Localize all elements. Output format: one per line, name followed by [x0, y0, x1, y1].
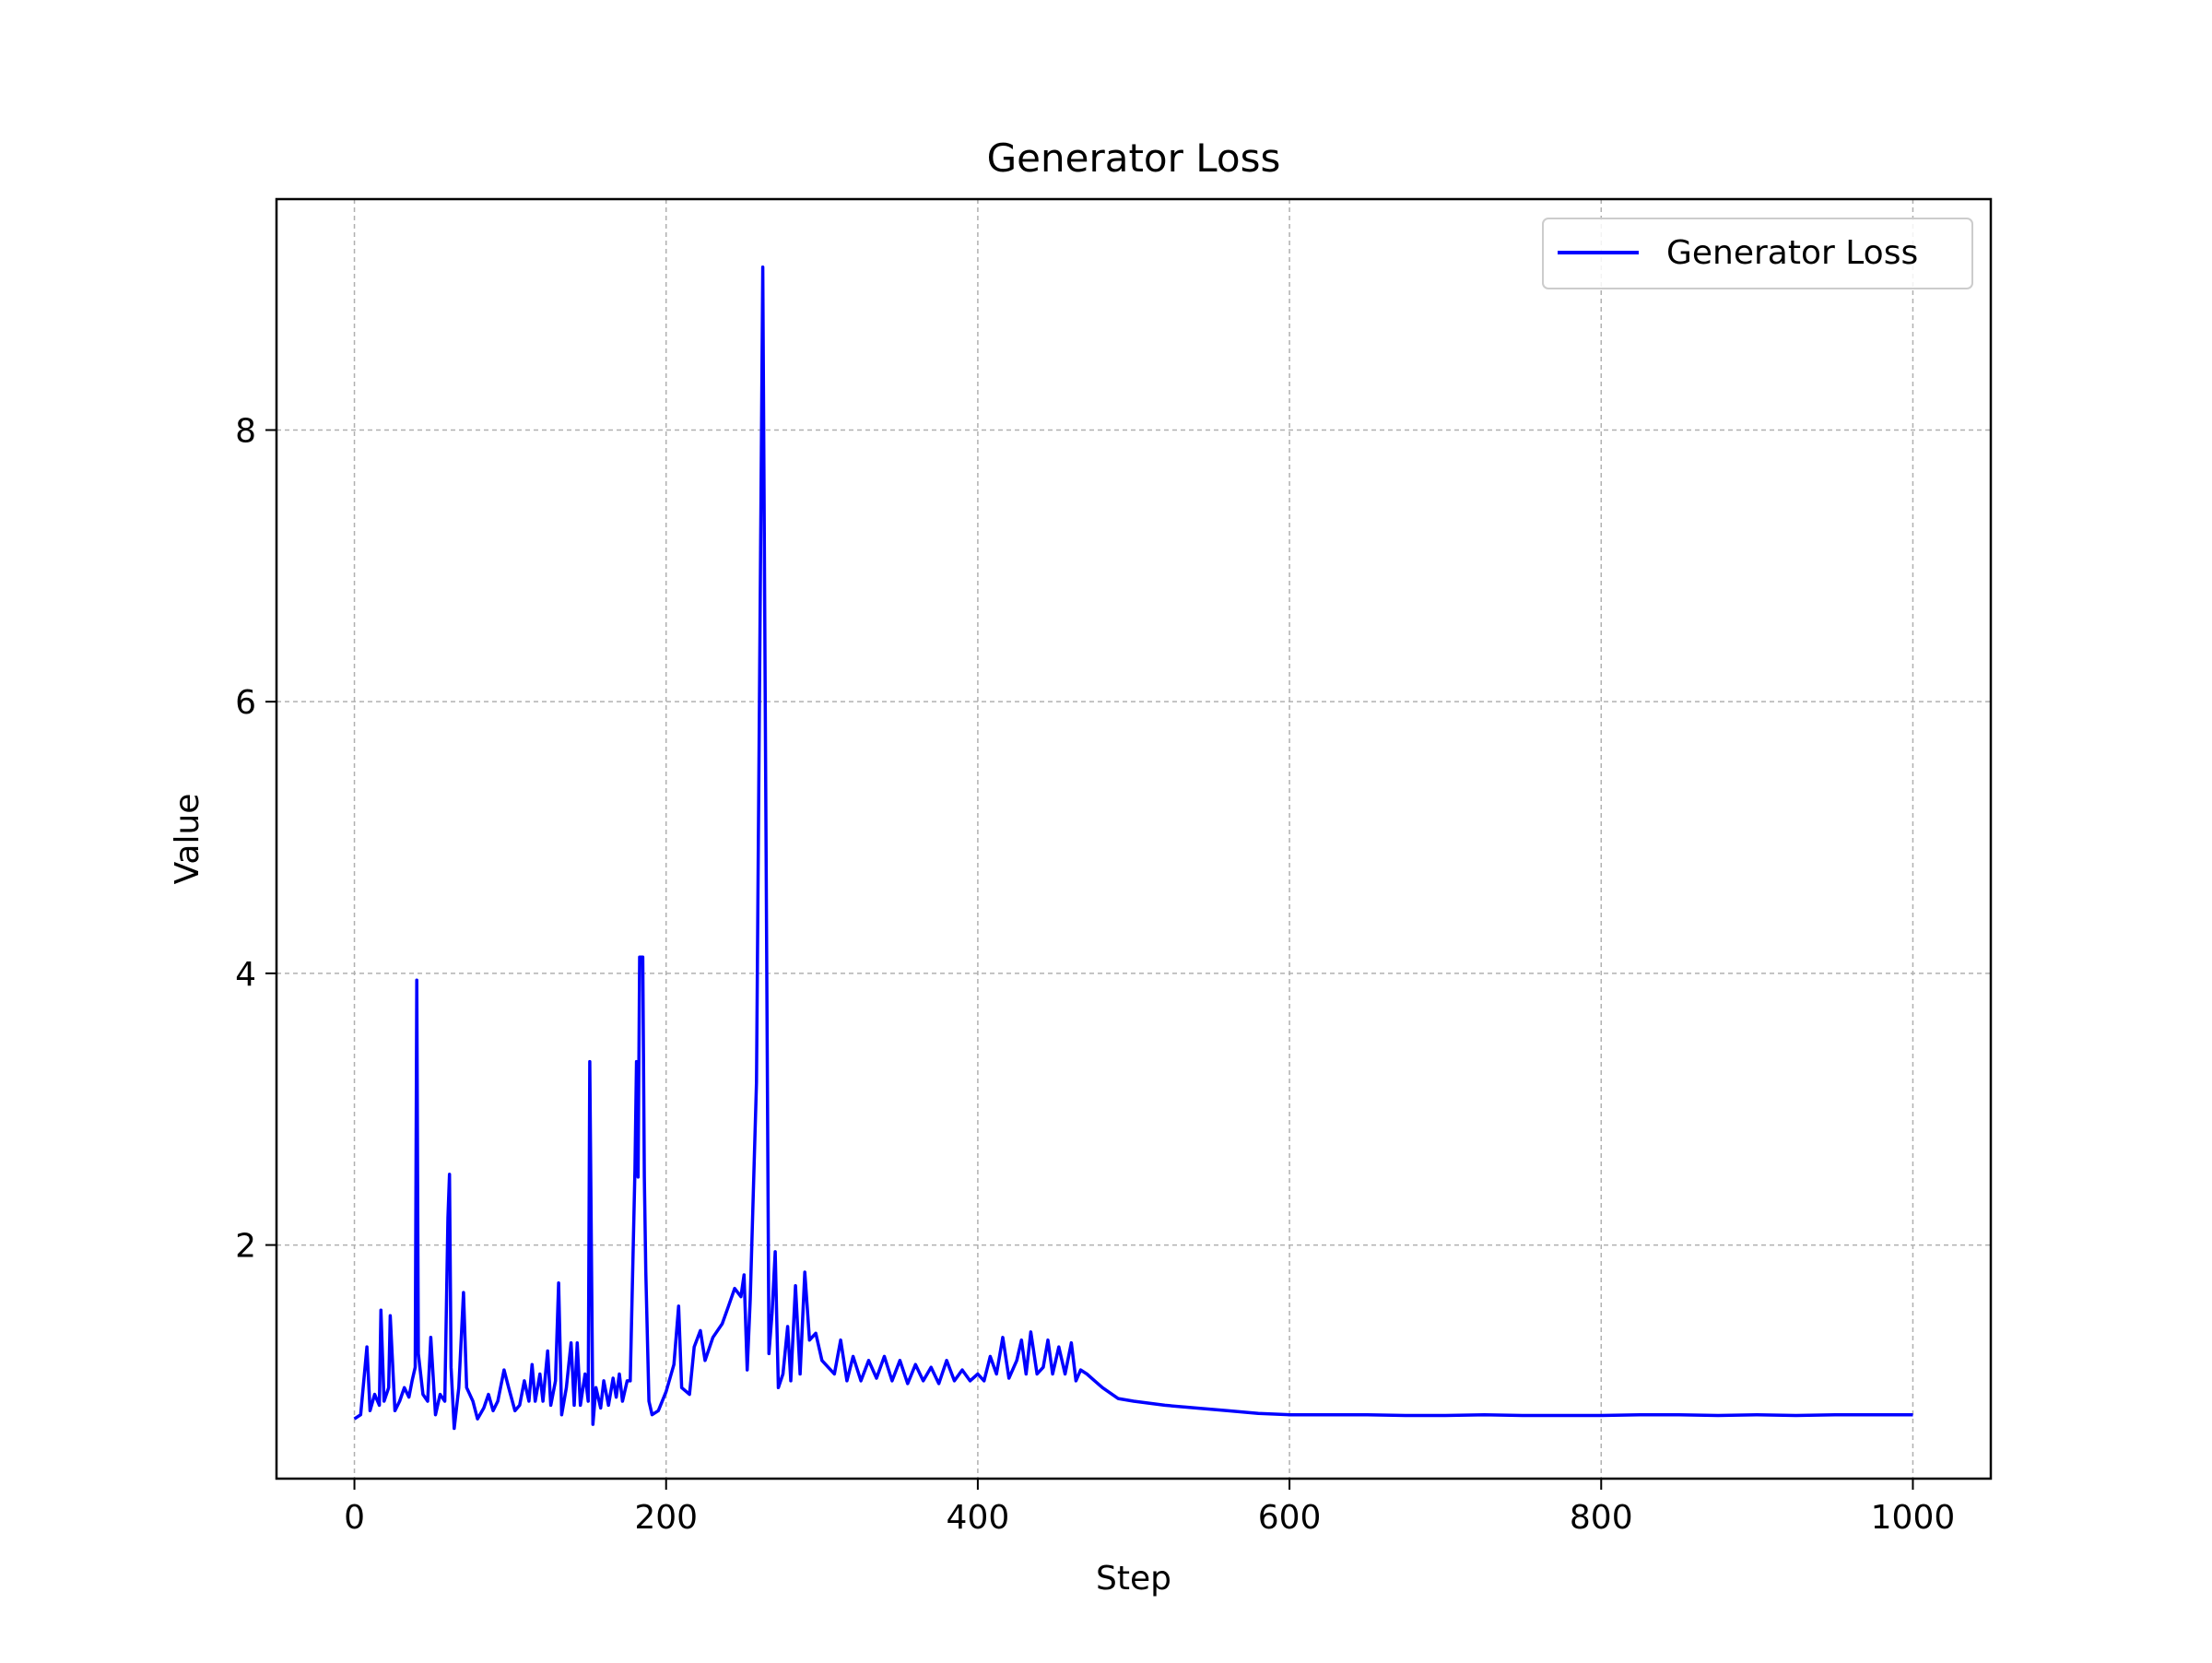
- plot-frame: [275, 197, 1993, 1480]
- legend-label: Generator Loss: [1666, 234, 1918, 272]
- chart-title: Generator Loss: [987, 136, 1281, 181]
- y-tick-label: 6: [235, 684, 256, 722]
- x-tick-label: 400: [947, 1499, 1010, 1537]
- y-tick-label: 4: [235, 956, 256, 994]
- legend: Generator Loss: [1542, 218, 1973, 289]
- grid-lines: [276, 199, 1991, 1479]
- x-tick-label: 600: [1258, 1499, 1322, 1537]
- x-tick-label: 0: [344, 1499, 365, 1537]
- x-axis-label: Step: [1096, 1560, 1171, 1598]
- x-tick-label: 1000: [1871, 1499, 1956, 1537]
- series-layer: [353, 265, 1913, 1431]
- x-tick-label: 200: [634, 1499, 698, 1537]
- x-tick-label: 800: [1570, 1499, 1633, 1537]
- y-tick-label: 8: [235, 412, 256, 450]
- axis-ticks: 0 200 400 600 800 1000 2 4 6 8: [235, 412, 1955, 1537]
- legend-box: [1542, 218, 1973, 289]
- y-axis-label: Value: [169, 794, 206, 885]
- series-line: [353, 265, 1913, 1431]
- y-tick-label: 2: [235, 1228, 256, 1266]
